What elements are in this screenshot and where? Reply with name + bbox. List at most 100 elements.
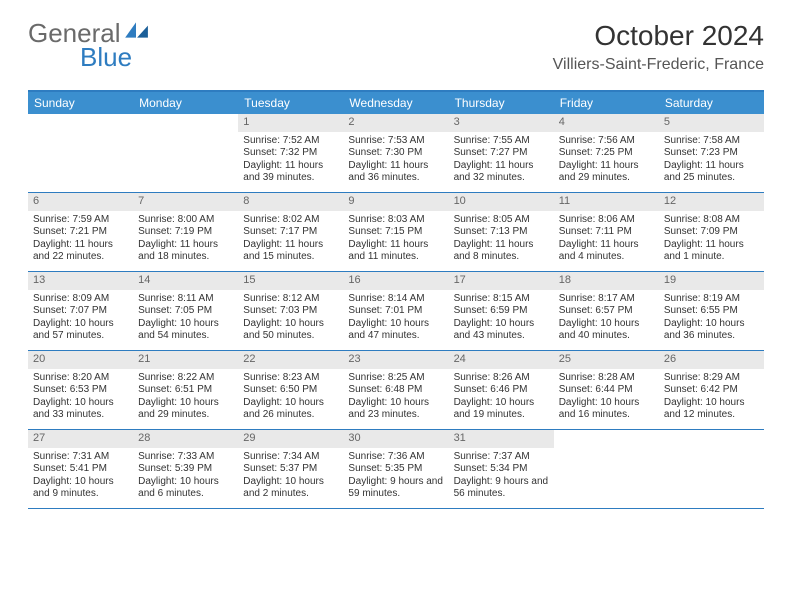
- sunset-line: Sunset: 6:59 PM: [454, 305, 549, 318]
- logo-text-blue: Blue: [28, 44, 149, 70]
- sunset-line: Sunset: 7:11 PM: [559, 226, 654, 239]
- day-cell: 11 Sunrise: 8:06 AMSunset: 7:11 PMDayligh…: [554, 193, 659, 271]
- sunset-line: Sunset: 6:57 PM: [559, 305, 654, 318]
- sunrise-line: Sunrise: 8:00 AM: [138, 214, 233, 227]
- location: Villiers-Saint-Frederic, France: [553, 56, 764, 74]
- sunset-line: Sunset: 6:42 PM: [664, 384, 759, 397]
- daylight-line: Daylight: 10 hours and 23 minutes.: [348, 397, 443, 422]
- day-body: Sunrise: 8:25 AMSunset: 6:48 PMDaylight:…: [343, 371, 448, 426]
- day-cell: 10Sunrise: 8:05 AMSunset: 7:13 PMDayligh…: [449, 193, 554, 271]
- daylight-line: Daylight: 11 hours and 29 minutes.: [559, 160, 654, 185]
- day-body: Sunrise: 8:19 AMSunset: 6:55 PMDaylight:…: [659, 292, 764, 347]
- sunset-line: Sunset: 7:21 PM: [33, 226, 128, 239]
- day-cell: 7 Sunrise: 8:00 AMSunset: 7:19 PMDaylight…: [133, 193, 238, 271]
- day-cell: [133, 114, 238, 192]
- day-cell: 8Sunrise: 8:02 AMSunset: 7:17 PMDaylight…: [238, 193, 343, 271]
- sunrise-line: Sunrise: 7:31 AM: [33, 451, 128, 464]
- day-number: 20: [28, 351, 133, 369]
- sunrise-line: Sunrise: 8:29 AM: [664, 372, 759, 385]
- day-number: 7: [133, 193, 238, 211]
- sunrise-line: Sunrise: 8:15 AM: [454, 293, 549, 306]
- day-body: Sunrise: 8:03 AMSunset: 7:15 PMDaylight:…: [343, 213, 448, 268]
- sunset-line: Sunset: 7:07 PM: [33, 305, 128, 318]
- week-row: 1 Sunrise: 7:52 AMSunset: 7:32 PMDaylight…: [28, 114, 764, 193]
- sunrise-line: Sunrise: 7:58 AM: [664, 135, 759, 148]
- day-number: 16: [343, 272, 448, 290]
- month-title: October 2024: [553, 20, 764, 52]
- day-body: Sunrise: 7:56 AMSunset: 7:25 PMDaylight:…: [554, 134, 659, 189]
- sunrise-line: Sunrise: 8:25 AM: [348, 372, 443, 385]
- day-cell: 29 Sunrise: 7:34 AMSunset: 5:37 PMDayligh…: [238, 430, 343, 508]
- day-body: Sunrise: 8:06 AMSunset: 7:11 PMDaylight:…: [554, 213, 659, 268]
- day-cell: 17Sunrise: 8:15 AMSunset: 6:59 PMDayligh…: [449, 272, 554, 350]
- weekday-header: Sunday: [28, 92, 133, 114]
- day-cell: 19Sunrise: 8:19 AMSunset: 6:55 PMDayligh…: [659, 272, 764, 350]
- day-number: 10: [449, 193, 554, 211]
- sunset-line: Sunset: 6:46 PM: [454, 384, 549, 397]
- day-body: Sunrise: 7:52 AMSunset: 7:32 PMDaylight:…: [238, 134, 343, 189]
- daylight-line: Daylight: 11 hours and 25 minutes.: [664, 160, 759, 185]
- day-cell: 13Sunrise: 8:09 AMSunset: 7:07 PMDayligh…: [28, 272, 133, 350]
- sunset-line: Sunset: 5:35 PM: [348, 463, 443, 476]
- day-number: 11: [554, 193, 659, 211]
- daylight-line: Daylight: 10 hours and 2 minutes.: [243, 476, 338, 501]
- day-cell: 14Sunrise: 8:11 AMSunset: 7:05 PMDayligh…: [133, 272, 238, 350]
- day-body: Sunrise: 8:29 AMSunset: 6:42 PMDaylight:…: [659, 371, 764, 426]
- sunset-line: Sunset: 7:13 PM: [454, 226, 549, 239]
- day-number: 2: [343, 114, 448, 132]
- day-body: Sunrise: 7:59 AMSunset: 7:21 PMDaylight:…: [28, 213, 133, 268]
- day-cell: 5Sunrise: 7:58 AMSunset: 7:23 PMDaylight…: [659, 114, 764, 192]
- daylight-line: Daylight: 10 hours and 40 minutes.: [559, 318, 654, 343]
- day-body: Sunrise: 8:17 AMSunset: 6:57 PMDaylight:…: [554, 292, 659, 347]
- day-number: 6: [28, 193, 133, 211]
- daylight-line: Daylight: 11 hours and 22 minutes.: [33, 239, 128, 264]
- sunset-line: Sunset: 7:15 PM: [348, 226, 443, 239]
- day-cell: 4 Sunrise: 7:56 AMSunset: 7:25 PMDaylight…: [554, 114, 659, 192]
- day-number: 8: [238, 193, 343, 211]
- sunrise-line: Sunrise: 8:11 AM: [138, 293, 233, 306]
- weekday-header: Wednesday: [343, 92, 448, 114]
- logo-sail-icon: [123, 20, 149, 40]
- daylight-line: Daylight: 10 hours and 6 minutes.: [138, 476, 233, 501]
- day-number: 15: [238, 272, 343, 290]
- sunset-line: Sunset: 5:37 PM: [243, 463, 338, 476]
- day-number: 17: [449, 272, 554, 290]
- weekday-header: Tuesday: [238, 92, 343, 114]
- day-cell: 18Sunrise: 8:17 AMSunset: 6:57 PMDayligh…: [554, 272, 659, 350]
- day-body: Sunrise: 8:23 AMSunset: 6:50 PMDaylight:…: [238, 371, 343, 426]
- daylight-line: Daylight: 11 hours and 4 minutes.: [559, 239, 654, 264]
- day-number: 1: [238, 114, 343, 132]
- daylight-line: Daylight: 11 hours and 8 minutes.: [454, 239, 549, 264]
- daylight-line: Daylight: 11 hours and 18 minutes.: [138, 239, 233, 264]
- sunset-line: Sunset: 7:25 PM: [559, 147, 654, 160]
- day-cell: 30Sunrise: 7:36 AMSunset: 5:35 PMDayligh…: [343, 430, 448, 508]
- sunset-line: Sunset: 6:53 PM: [33, 384, 128, 397]
- sunrise-line: Sunrise: 7:33 AM: [138, 451, 233, 464]
- day-number: 12: [659, 193, 764, 211]
- title-block: October 2024 Villiers-Saint-Frederic, Fra…: [553, 20, 764, 74]
- sunrise-line: Sunrise: 7:56 AM: [559, 135, 654, 148]
- sunset-line: Sunset: 7:23 PM: [664, 147, 759, 160]
- day-cell: 23 Sunrise: 8:25 AMSunset: 6:48 PMDayligh…: [343, 351, 448, 429]
- daylight-line: Daylight: 10 hours and 36 minutes.: [664, 318, 759, 343]
- weekday-header: Friday: [554, 92, 659, 114]
- day-number: 29: [238, 430, 343, 448]
- day-body: Sunrise: 7:58 AMSunset: 7:23 PMDaylight:…: [659, 134, 764, 189]
- day-body: Sunrise: 8:08 AMSunset: 7:09 PMDaylight:…: [659, 213, 764, 268]
- sunset-line: Sunset: 7:05 PM: [138, 305, 233, 318]
- day-number: 23: [343, 351, 448, 369]
- sunrise-line: Sunrise: 7:59 AM: [33, 214, 128, 227]
- sunrise-line: Sunrise: 7:52 AM: [243, 135, 338, 148]
- day-number: 27: [28, 430, 133, 448]
- weeks-container: 1 Sunrise: 7:52 AMSunset: 7:32 PMDaylight…: [28, 114, 764, 509]
- day-number: 4: [554, 114, 659, 132]
- day-body: Sunrise: 8:20 AMSunset: 6:53 PMDaylight:…: [28, 371, 133, 426]
- day-body: Sunrise: 7:34 AMSunset: 5:37 PMDaylight:…: [238, 450, 343, 505]
- day-body: Sunrise: 8:00 AMSunset: 7:19 PMDaylight:…: [133, 213, 238, 268]
- sunrise-line: Sunrise: 8:22 AM: [138, 372, 233, 385]
- day-cell: 15Sunrise: 8:12 AMSunset: 7:03 PMDayligh…: [238, 272, 343, 350]
- day-body: Sunrise: 8:09 AMSunset: 7:07 PMDaylight:…: [28, 292, 133, 347]
- day-body: Sunrise: 7:36 AMSunset: 5:35 PMDaylight:…: [343, 450, 448, 505]
- weekday-header: Saturday: [659, 92, 764, 114]
- day-cell: 6 Sunrise: 7:59 AMSunset: 7:21 PMDaylight…: [28, 193, 133, 271]
